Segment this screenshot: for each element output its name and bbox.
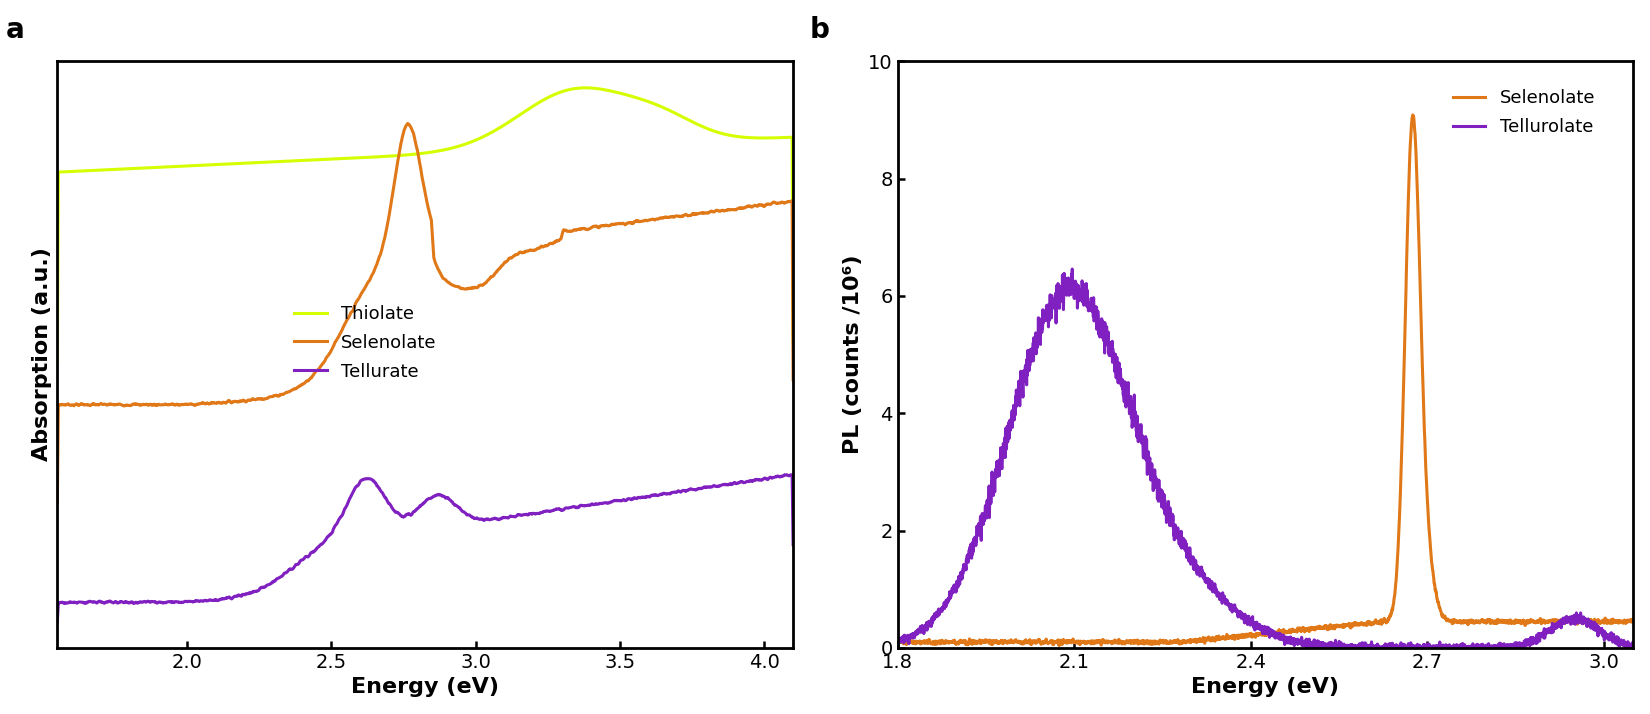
Tellurolate xyxy=(1201,578,1221,586)
Selenolate xyxy=(134,400,153,408)
Selenolate xyxy=(1201,635,1221,643)
Y-axis label: PL (counts /10⁶): PL (counts /10⁶) xyxy=(843,255,863,454)
Thiolate xyxy=(784,338,804,346)
Selenolate xyxy=(104,401,124,409)
Selenolate xyxy=(784,376,804,384)
Tellurate xyxy=(134,597,153,605)
Y-axis label: Absorption (a.u.): Absorption (a.u.) xyxy=(31,248,51,461)
X-axis label: Energy (eV): Energy (eV) xyxy=(351,678,500,698)
Tellurolate xyxy=(1170,539,1190,548)
Tellurolate xyxy=(888,633,908,642)
Tellurate xyxy=(388,508,408,517)
Text: b: b xyxy=(808,16,830,44)
Selenolate xyxy=(1402,111,1422,119)
Selenolate xyxy=(1624,617,1643,625)
Line: Thiolate: Thiolate xyxy=(58,88,794,363)
Selenolate xyxy=(888,641,908,650)
Tellurate xyxy=(360,474,380,483)
Thiolate xyxy=(375,152,394,161)
Selenolate xyxy=(1170,640,1190,648)
Thiolate xyxy=(104,165,124,174)
Selenolate xyxy=(1530,616,1549,625)
Legend: Thiolate, Selenolate, Tellurate: Thiolate, Selenolate, Tellurate xyxy=(287,298,444,388)
Tellurate xyxy=(784,540,804,549)
Thiolate xyxy=(134,164,153,172)
Tellurolate xyxy=(1624,638,1643,646)
Selenolate xyxy=(360,276,380,285)
Selenolate xyxy=(972,638,992,647)
Line: Tellurate: Tellurate xyxy=(58,475,794,621)
Thiolate xyxy=(467,136,487,144)
Thiolate xyxy=(360,153,380,161)
Text: a: a xyxy=(7,16,25,44)
Tellurolate xyxy=(1401,650,1421,659)
Line: Selenolate: Selenolate xyxy=(58,124,794,502)
Selenolate xyxy=(1015,639,1035,648)
Thiolate xyxy=(576,84,596,92)
Tellurolate xyxy=(972,522,992,531)
Tellurate xyxy=(467,514,487,523)
Tellurate xyxy=(776,471,795,479)
Line: Selenolate: Selenolate xyxy=(898,115,1634,645)
Selenolate xyxy=(48,498,68,506)
Tellurolate xyxy=(1063,265,1082,273)
Selenolate xyxy=(398,119,417,128)
Tellurate xyxy=(104,598,124,607)
Selenolate xyxy=(388,156,408,164)
Tellurate xyxy=(375,493,394,501)
Line: Tellurolate: Tellurolate xyxy=(898,269,1634,655)
Tellurate xyxy=(48,617,68,625)
Thiolate xyxy=(48,358,68,367)
Tellurolate xyxy=(1609,642,1629,650)
X-axis label: Energy (eV): Energy (eV) xyxy=(1191,678,1340,698)
Legend: Selenolate, Tellurolate: Selenolate, Tellurolate xyxy=(1445,82,1602,144)
Selenolate xyxy=(375,233,394,242)
Selenolate xyxy=(467,283,487,292)
Tellurolate xyxy=(1015,377,1035,386)
Thiolate xyxy=(388,151,408,160)
Tellurolate xyxy=(1530,629,1549,638)
Selenolate xyxy=(1609,616,1629,625)
